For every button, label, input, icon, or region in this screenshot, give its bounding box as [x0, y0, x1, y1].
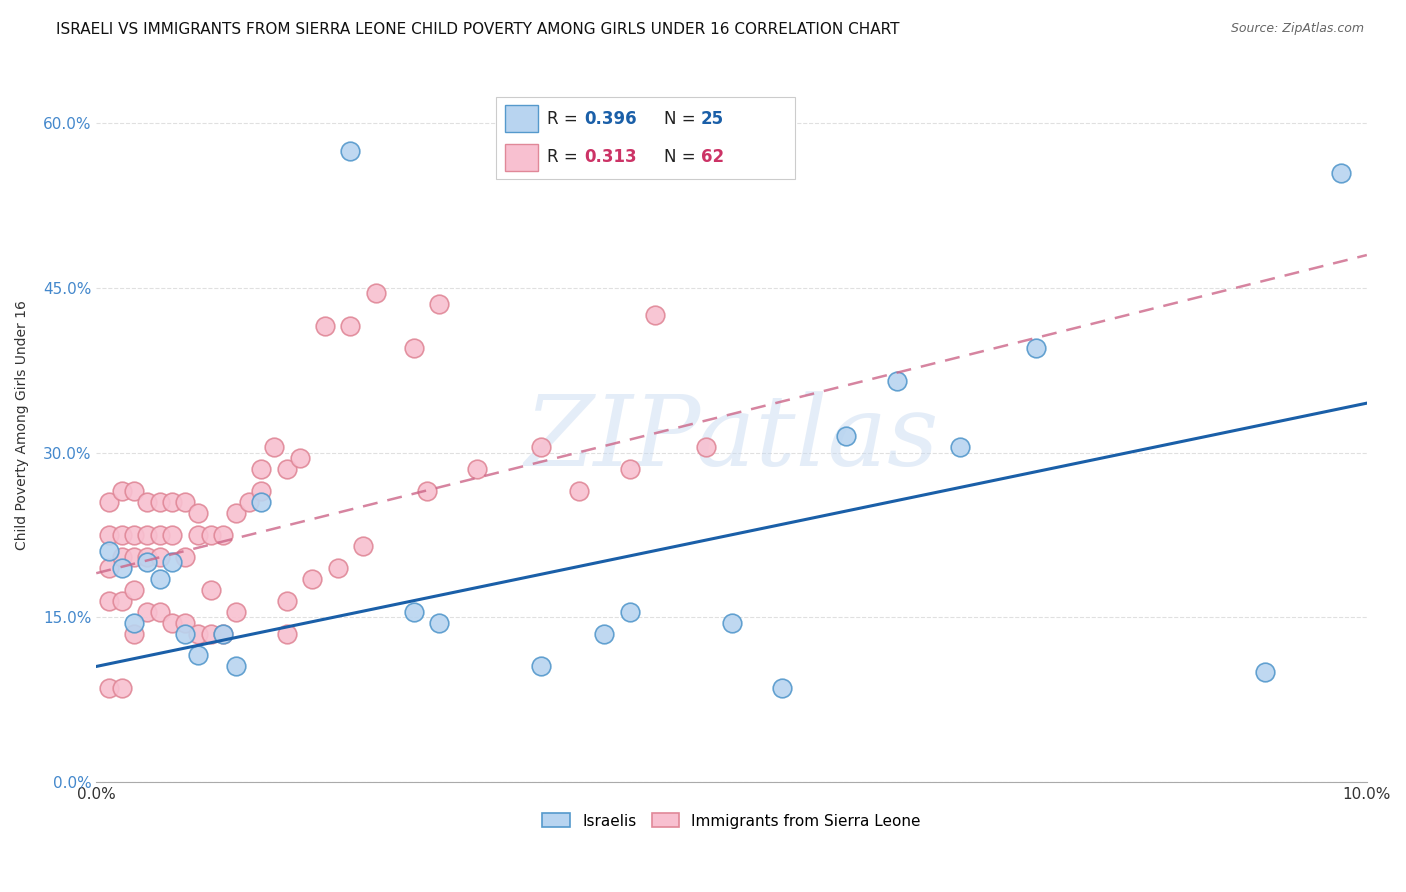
Point	[427, 615, 450, 630]
Point	[187, 626, 209, 640]
Point	[530, 659, 553, 673]
Point	[644, 309, 666, 323]
Point	[149, 528, 172, 542]
Point	[530, 440, 553, 454]
Point	[97, 560, 120, 574]
Point	[162, 495, 184, 509]
Point	[124, 582, 146, 597]
Point	[276, 593, 298, 607]
Point	[288, 450, 311, 465]
Point	[770, 681, 793, 696]
Point	[187, 528, 209, 542]
Point	[212, 626, 235, 640]
Point	[149, 549, 172, 564]
Point	[1254, 665, 1277, 679]
Point	[263, 440, 285, 454]
Point	[111, 560, 134, 574]
Point	[149, 572, 172, 586]
Point	[212, 626, 235, 640]
Point	[339, 319, 361, 334]
Point	[427, 297, 450, 311]
Point	[886, 374, 908, 388]
Point	[212, 528, 235, 542]
Point	[124, 483, 146, 498]
Point	[111, 528, 134, 542]
Point	[402, 341, 425, 355]
Text: Source: ZipAtlas.com: Source: ZipAtlas.com	[1230, 22, 1364, 36]
Point	[720, 615, 742, 630]
Text: ZIPatlas: ZIPatlas	[524, 392, 939, 487]
Point	[301, 572, 323, 586]
Point	[314, 319, 336, 334]
Point	[352, 539, 374, 553]
Point	[97, 528, 120, 542]
Point	[111, 483, 134, 498]
Point	[149, 605, 172, 619]
Point	[162, 615, 184, 630]
Point	[250, 483, 273, 498]
Point	[111, 549, 134, 564]
Point	[467, 462, 489, 476]
Point	[619, 462, 641, 476]
Point	[97, 681, 120, 696]
Point	[162, 528, 184, 542]
Point	[124, 626, 146, 640]
Point	[238, 495, 260, 509]
Point	[149, 495, 172, 509]
Point	[250, 495, 273, 509]
Point	[136, 528, 159, 542]
Point	[200, 582, 222, 597]
Point	[124, 528, 146, 542]
Point	[174, 495, 197, 509]
Point	[225, 506, 247, 520]
Point	[415, 483, 437, 498]
Point	[619, 605, 641, 619]
Point	[276, 462, 298, 476]
Point	[695, 440, 717, 454]
Point	[136, 549, 159, 564]
Point	[136, 605, 159, 619]
Point	[1330, 166, 1353, 180]
Point	[200, 626, 222, 640]
Point	[1025, 341, 1047, 355]
Point	[174, 615, 197, 630]
Point	[276, 626, 298, 640]
Point	[124, 549, 146, 564]
Point	[593, 626, 616, 640]
Point	[187, 506, 209, 520]
Point	[250, 462, 273, 476]
Point	[835, 429, 858, 443]
Point	[124, 615, 146, 630]
Point	[402, 605, 425, 619]
Legend: Israelis, Immigrants from Sierra Leone: Israelis, Immigrants from Sierra Leone	[536, 807, 927, 835]
Point	[364, 286, 387, 301]
Point	[136, 495, 159, 509]
Point	[162, 555, 184, 569]
Point	[111, 593, 134, 607]
Point	[225, 605, 247, 619]
Point	[200, 528, 222, 542]
Point	[97, 593, 120, 607]
Point	[111, 681, 134, 696]
Point	[326, 560, 349, 574]
Point	[568, 483, 591, 498]
Point	[949, 440, 972, 454]
Point	[174, 626, 197, 640]
Point	[136, 555, 159, 569]
Point	[225, 659, 247, 673]
Point	[187, 648, 209, 663]
Point	[339, 144, 361, 158]
Y-axis label: Child Poverty Among Girls Under 16: Child Poverty Among Girls Under 16	[15, 300, 30, 550]
Text: ISRAELI VS IMMIGRANTS FROM SIERRA LEONE CHILD POVERTY AMONG GIRLS UNDER 16 CORRE: ISRAELI VS IMMIGRANTS FROM SIERRA LEONE …	[56, 22, 900, 37]
Point	[97, 544, 120, 558]
Point	[97, 495, 120, 509]
Point	[174, 549, 197, 564]
